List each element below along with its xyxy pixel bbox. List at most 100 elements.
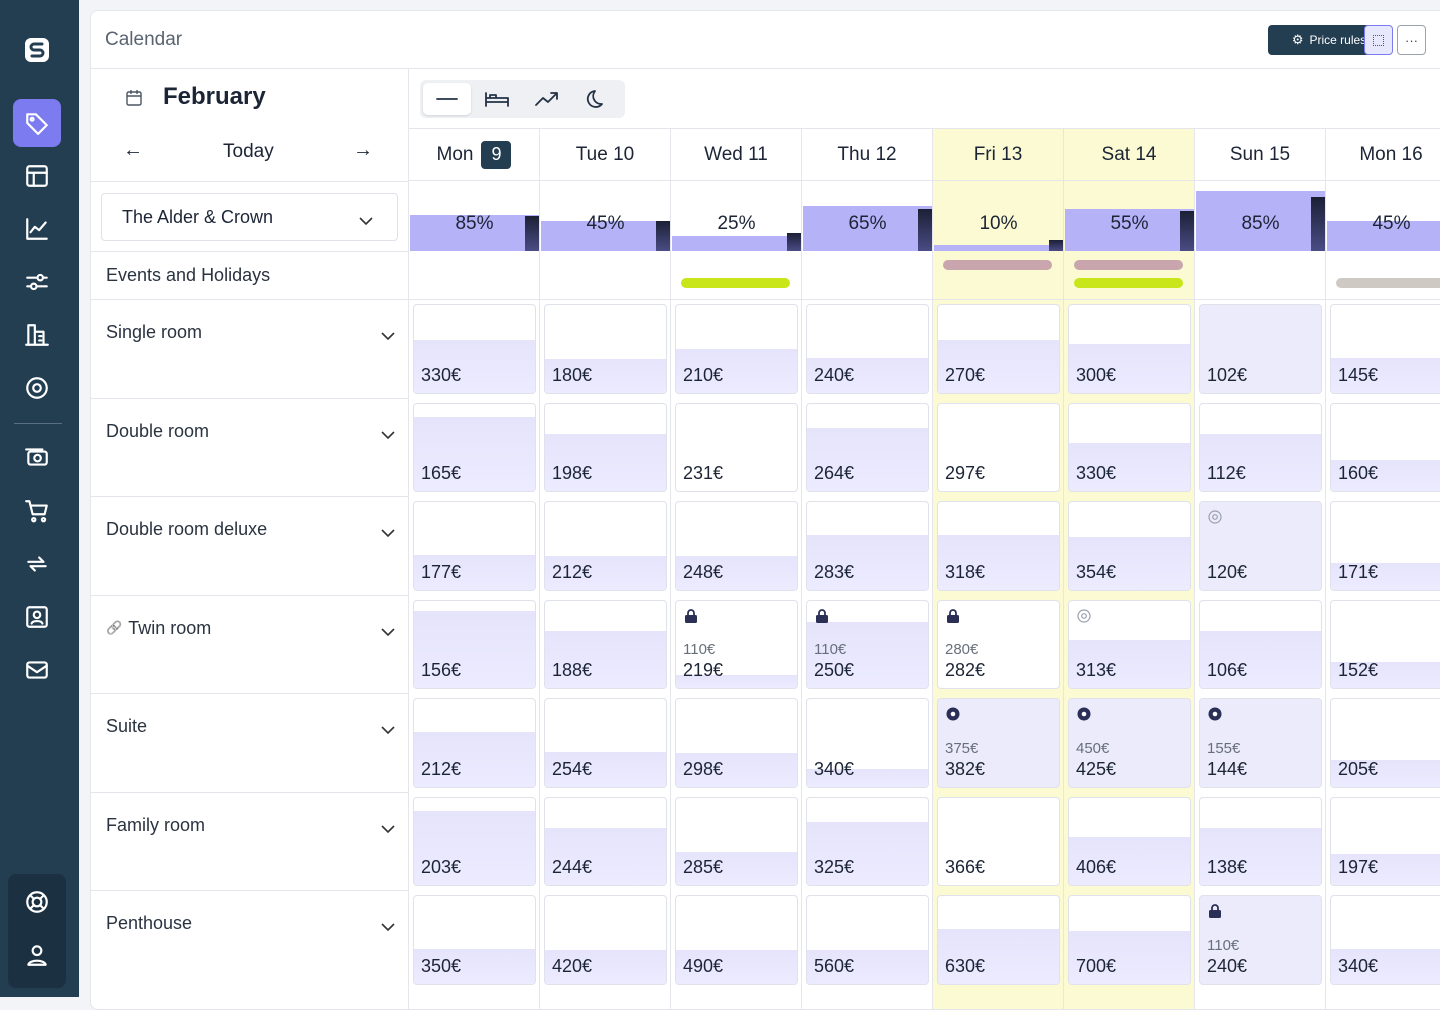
moon-view-button[interactable] [573, 83, 621, 115]
price-cell[interactable]: 106€ [1199, 599, 1322, 689]
price-cell[interactable]: 297€ [937, 402, 1060, 492]
price-cell[interactable]: 197€ [1330, 796, 1440, 886]
price-cell[interactable]: 354€ [1068, 501, 1191, 591]
expand-button[interactable] [1364, 25, 1393, 55]
price-cell[interactable]: 120€ [1199, 501, 1322, 591]
price-cell[interactable]: 102€ [1199, 304, 1322, 394]
prev-arrow-icon[interactable]: ← [123, 139, 143, 161]
price-cell[interactable]: 560€ [806, 895, 929, 985]
price-cell[interactable]: 212€ [413, 698, 536, 788]
mail-icon[interactable] [13, 646, 61, 694]
day-header[interactable]: Thu 12 [802, 129, 933, 181]
price-cell[interactable]: 283€ [806, 501, 929, 591]
price-cell[interactable]: 145€ [1330, 304, 1440, 394]
logo-icon[interactable] [13, 26, 61, 74]
price-cell[interactable]: 264€ [806, 402, 929, 492]
day-header[interactable]: Mon 16 [1326, 129, 1440, 181]
price-cell[interactable]: 110€ 240€ [1199, 895, 1322, 985]
price-cell[interactable]: 240€ [806, 304, 929, 394]
price-cell[interactable]: 152€ [1330, 599, 1440, 689]
chart-icon[interactable] [13, 205, 61, 253]
sync-icon[interactable] [13, 540, 61, 588]
building-icon[interactable] [13, 311, 61, 359]
price-cell[interactable]: 210€ [675, 304, 798, 394]
price-cell[interactable]: 138€ [1199, 796, 1322, 886]
price-cell[interactable]: 270€ [937, 304, 1060, 394]
contact-icon[interactable] [13, 593, 61, 641]
day-header[interactable]: Sun 15 [1195, 129, 1326, 181]
lifebuoy-icon[interactable] [13, 878, 61, 926]
settings-icon[interactable] [13, 364, 61, 412]
price-cell[interactable]: 340€ [1330, 895, 1440, 985]
price-cell[interactable]: 171€ [1330, 501, 1440, 591]
tag-icon[interactable] [13, 99, 61, 147]
event-bar[interactable] [1074, 278, 1183, 288]
minus-view-button[interactable] [423, 83, 471, 115]
chevron-down-icon[interactable] [381, 427, 395, 445]
price-cell[interactable]: 110€ 250€ [806, 599, 929, 689]
day-header[interactable]: Sat 14 [1064, 129, 1195, 181]
price-cell[interactable]: 155€ 144€ [1199, 698, 1322, 788]
price-cell[interactable]: 406€ [1068, 796, 1191, 886]
more-button[interactable]: ··· [1397, 25, 1426, 55]
room-label[interactable]: Family room [106, 815, 205, 836]
price-cell[interactable]: 254€ [544, 698, 667, 788]
event-bar[interactable] [1336, 278, 1440, 288]
cart-icon[interactable] [13, 487, 61, 535]
camera-money-icon[interactable] [13, 433, 61, 481]
next-arrow-icon[interactable]: → [353, 139, 373, 161]
room-label[interactable]: Double room [106, 421, 209, 442]
price-cell[interactable]: 375€ 382€ [937, 698, 1060, 788]
price-cell[interactable]: 177€ [413, 501, 536, 591]
price-cell[interactable]: 330€ [1068, 402, 1191, 492]
price-cell[interactable]: 340€ [806, 698, 929, 788]
price-cell[interactable]: 198€ [544, 402, 667, 492]
price-cell[interactable]: 420€ [544, 895, 667, 985]
price-cell[interactable]: 248€ [675, 501, 798, 591]
chevron-down-icon[interactable] [381, 821, 395, 839]
price-cell[interactable]: 366€ [937, 796, 1060, 886]
price-cell[interactable]: 350€ [413, 895, 536, 985]
today-button[interactable]: Today [223, 141, 274, 162]
chevron-down-icon[interactable] [381, 919, 395, 937]
price-cell[interactable]: 298€ [675, 698, 798, 788]
price-cell[interactable]: 318€ [937, 501, 1060, 591]
chevron-down-icon[interactable] [381, 328, 395, 346]
layout-icon[interactable] [13, 152, 61, 200]
room-label[interactable]: Single room [106, 322, 202, 343]
price-cell[interactable]: 630€ [937, 895, 1060, 985]
price-cell[interactable]: 203€ [413, 796, 536, 886]
day-header[interactable]: Mon 9 [409, 129, 540, 181]
price-cell[interactable]: 313€ [1068, 599, 1191, 689]
price-cell[interactable]: 205€ [1330, 698, 1440, 788]
room-label[interactable]: Suite [106, 716, 147, 737]
price-cell[interactable]: 188€ [544, 599, 667, 689]
price-cell[interactable]: 285€ [675, 796, 798, 886]
event-bar[interactable] [1074, 260, 1183, 270]
price-cell[interactable]: 330€ [413, 304, 536, 394]
room-label[interactable]: 🔗 Twin room [106, 618, 211, 639]
price-cell[interactable]: 450€ 425€ [1068, 698, 1191, 788]
price-cell[interactable]: 700€ [1068, 895, 1191, 985]
day-header[interactable]: Tue 10 [540, 129, 671, 181]
property-select[interactable]: The Alder & Crown [101, 193, 398, 241]
bed-view-button[interactable] [473, 83, 521, 115]
chevron-down-icon[interactable] [381, 722, 395, 740]
trend-view-button[interactable] [523, 83, 571, 115]
room-label[interactable]: Penthouse [106, 913, 192, 934]
price-cell[interactable]: 300€ [1068, 304, 1191, 394]
price-cell[interactable]: 180€ [544, 304, 667, 394]
chevron-down-icon[interactable] [381, 525, 395, 543]
event-bar[interactable] [943, 260, 1052, 270]
chevron-down-icon[interactable] [381, 624, 395, 642]
room-label[interactable]: Double room deluxe [106, 519, 267, 540]
price-cell[interactable]: 110€ 219€ [675, 599, 798, 689]
price-cell[interactable]: 490€ [675, 895, 798, 985]
price-cell[interactable]: 325€ [806, 796, 929, 886]
day-header[interactable]: Fri 13 [933, 129, 1064, 181]
user-icon[interactable] [13, 931, 61, 979]
price-cell[interactable]: 156€ [413, 599, 536, 689]
event-bar[interactable] [681, 278, 790, 288]
price-cell[interactable]: 231€ [675, 402, 798, 492]
price-cell[interactable]: 160€ [1330, 402, 1440, 492]
